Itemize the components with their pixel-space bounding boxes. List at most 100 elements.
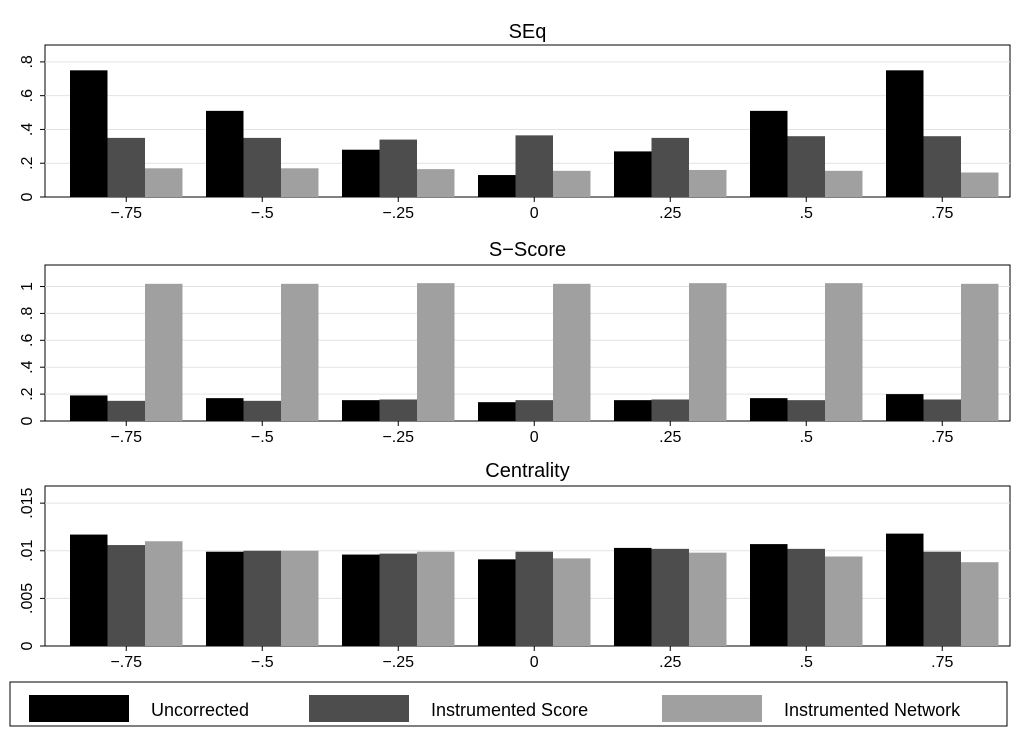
bar-2-1 xyxy=(281,168,319,197)
x-tick-label: .5 xyxy=(800,429,813,446)
bar-2-0 xyxy=(145,168,183,197)
bar-1-1 xyxy=(243,400,281,421)
x-tick-label: −.25 xyxy=(382,205,414,222)
y-tick-label: .2 xyxy=(19,387,36,400)
x-tick-label: −.5 xyxy=(251,429,274,446)
bar-2-2 xyxy=(417,551,455,646)
bar-1-1 xyxy=(243,550,281,646)
y-tick-label: .01 xyxy=(19,540,36,562)
bar-0-4 xyxy=(614,151,652,197)
x-tick-label: −.25 xyxy=(382,429,414,446)
y-tick-label: .015 xyxy=(19,487,36,518)
bar-1-2 xyxy=(379,399,417,421)
x-tick-label: 0 xyxy=(530,654,539,671)
y-tick-label: .4 xyxy=(19,360,36,373)
y-tick-label: .8 xyxy=(19,55,36,68)
bar-0-1 xyxy=(206,551,244,646)
panel-0: SEq 0 .2 .4 .6 .8 −.75 −.5 −.25 0 .25 .5 .75 xyxy=(19,21,1011,222)
bar-1-2 xyxy=(379,139,417,197)
bar-2-1 xyxy=(281,283,319,421)
bar-2-4 xyxy=(689,169,727,197)
bar-1-0 xyxy=(107,400,145,421)
plot-frame xyxy=(44,264,1011,422)
bar-0-2 xyxy=(342,554,380,646)
x-tick-label: 0 xyxy=(530,429,539,446)
bar-1-3 xyxy=(515,551,553,646)
bar-1-1 xyxy=(243,137,281,197)
bar-0-0 xyxy=(70,534,108,646)
bar-0-4 xyxy=(614,400,652,421)
panel-title: S−Score xyxy=(489,239,566,261)
bar-0-0 xyxy=(70,70,108,197)
x-tick-label: .25 xyxy=(659,654,681,671)
panel-1: S−Score 0 .2 .4 .6 .8 1 −.75 −.5 −.25 0 .25 .5 .75 xyxy=(19,239,1011,446)
bar-1-6 xyxy=(923,136,961,197)
legend-box xyxy=(9,681,1008,727)
bar-0-6 xyxy=(886,394,924,421)
legend-label-0: Uncorrected xyxy=(151,700,249,720)
bar-2-5 xyxy=(825,170,863,197)
bar-0-4 xyxy=(614,547,652,646)
x-tick-label: −.5 xyxy=(251,654,274,671)
y-tick-label: 0 xyxy=(19,416,36,425)
legend-key-2 xyxy=(662,695,762,722)
bar-2-3 xyxy=(553,558,591,646)
bar-0-6 xyxy=(886,533,924,646)
y-tick-label: 1 xyxy=(19,282,36,291)
legend-key-1 xyxy=(309,695,409,722)
bar-2-3 xyxy=(553,283,591,421)
y-tick-label: .2 xyxy=(19,156,36,169)
x-tick-label: −.75 xyxy=(110,654,142,671)
bar-1-0 xyxy=(107,137,145,197)
bar-1-4 xyxy=(651,137,689,197)
panel-title: SEq xyxy=(509,21,547,43)
panel-2: Centrality 0 .005 .01 .015 −.75 −.5 −.25 0 .25 .5.… xyxy=(19,460,1011,671)
bar-2-6 xyxy=(961,172,999,197)
bar-2-6 xyxy=(961,562,999,646)
y-tick-label: .8 xyxy=(19,307,36,320)
bar-1-5 xyxy=(787,136,825,197)
bar-2-6 xyxy=(961,283,999,421)
bar-1-5 xyxy=(787,548,825,646)
y-tick-label: .6 xyxy=(19,334,36,347)
y-tick-label: .4 xyxy=(19,123,36,136)
y-tick-label: .6 xyxy=(19,89,36,102)
legend-label-2: Instrumented Network xyxy=(784,700,961,720)
bar-2-4 xyxy=(689,283,727,421)
bar-1-5 xyxy=(787,400,825,421)
legend-key-0 xyxy=(29,695,129,722)
legend: Uncorrected Instrumented Score Instrumente… xyxy=(9,681,1008,727)
bar-0-6 xyxy=(886,70,924,197)
x-tick-label: .25 xyxy=(659,205,681,222)
bar-1-3 xyxy=(515,135,553,197)
x-tick-label: .75 xyxy=(931,654,953,671)
x-tick-label: .25 xyxy=(659,429,681,446)
bar-2-3 xyxy=(553,170,591,197)
bar-0-5 xyxy=(750,544,788,646)
x-tick-label: .5 xyxy=(800,654,813,671)
bar-0-2 xyxy=(342,400,380,421)
bar-0-1 xyxy=(206,398,244,421)
bar-2-2 xyxy=(417,283,455,421)
bar-1-6 xyxy=(923,551,961,646)
bar-2-5 xyxy=(825,283,863,421)
bar-2-4 xyxy=(689,552,727,646)
panel-title: Centrality xyxy=(485,460,569,482)
x-tick-label: −.75 xyxy=(110,429,142,446)
bar-0-5 xyxy=(750,110,788,197)
bar-0-3 xyxy=(478,175,516,197)
x-tick-label: .5 xyxy=(800,205,813,222)
x-tick-label: 0 xyxy=(530,205,539,222)
bar-1-6 xyxy=(923,399,961,421)
bar-1-3 xyxy=(515,400,553,421)
legend-label-1: Instrumented Score xyxy=(431,700,588,720)
bar-0-0 xyxy=(70,395,108,421)
bar-0-1 xyxy=(206,110,244,197)
y-tick-label: 0 xyxy=(19,641,36,650)
y-tick-label: 0 xyxy=(19,192,36,201)
x-tick-label: .75 xyxy=(931,205,953,222)
x-tick-label: .75 xyxy=(931,429,953,446)
bar-1-0 xyxy=(107,545,145,646)
bar-1-2 xyxy=(379,553,417,646)
